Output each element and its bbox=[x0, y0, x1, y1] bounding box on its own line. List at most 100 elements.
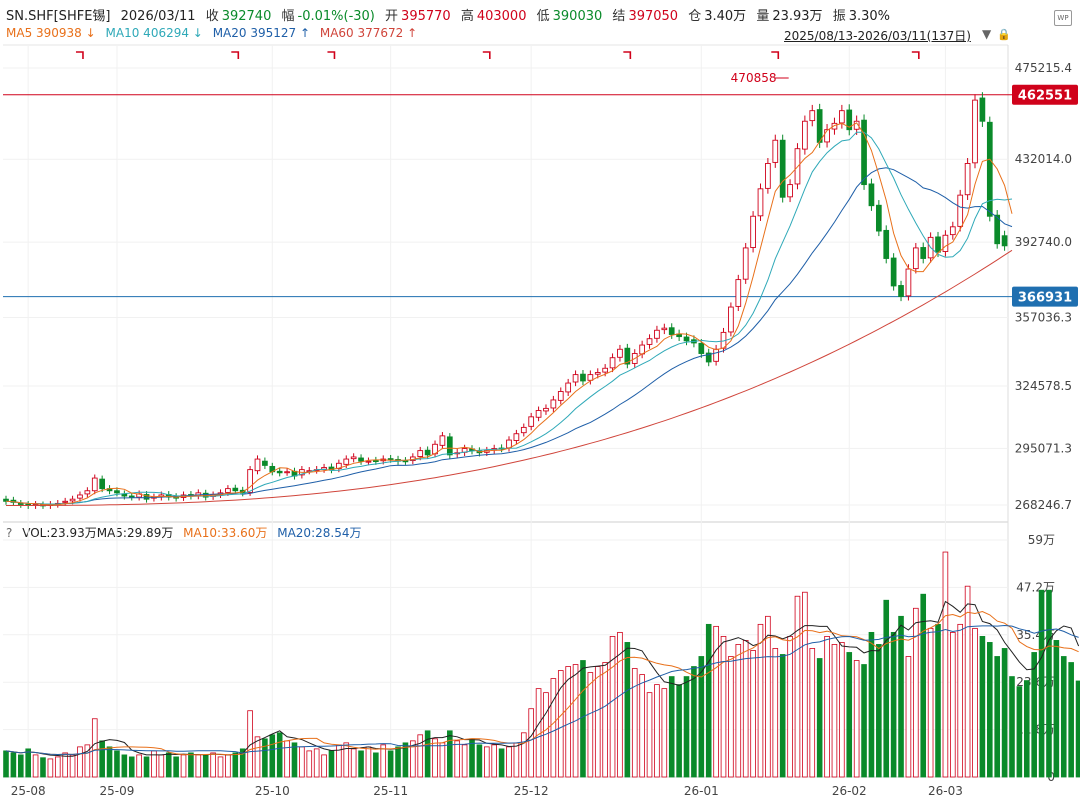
volume-bar bbox=[84, 744, 91, 778]
candle bbox=[883, 229, 890, 259]
candle bbox=[617, 348, 623, 358]
candle bbox=[587, 374, 594, 381]
price-tick-label: 324578.5 bbox=[1015, 379, 1072, 393]
volume-bar bbox=[1038, 589, 1045, 778]
date-tick-label: 26-02 bbox=[832, 784, 867, 798]
volume-bar bbox=[1075, 680, 1080, 778]
volume-bar bbox=[742, 640, 749, 778]
volume-bar bbox=[602, 662, 608, 778]
low-value: 390030 bbox=[552, 9, 603, 24]
volume-bar bbox=[676, 684, 682, 778]
candle bbox=[77, 494, 83, 499]
date-tick-label: 26-01 bbox=[684, 784, 719, 798]
volume-bar bbox=[380, 744, 387, 778]
volume-bar bbox=[787, 636, 793, 778]
volume-bar bbox=[772, 648, 779, 778]
candle bbox=[520, 426, 527, 434]
ma5-line bbox=[5, 122, 1013, 506]
volume-bar bbox=[173, 756, 179, 778]
candle bbox=[972, 99, 978, 164]
date-range-text: 2025/08/13-2026/03/11(137日) bbox=[784, 29, 971, 43]
lock-icon[interactable]: 🔒 bbox=[997, 28, 1011, 41]
volume-bar bbox=[979, 636, 986, 778]
volume-bar bbox=[32, 754, 39, 778]
date-range[interactable]: 2025/08/13-2026/03/11(137日) bbox=[784, 27, 971, 44]
volume-bar bbox=[373, 752, 379, 778]
volume-bar bbox=[794, 595, 801, 778]
volume-bar bbox=[646, 692, 653, 778]
volume-bar bbox=[1001, 648, 1008, 778]
candle bbox=[439, 435, 446, 446]
help-icon[interactable]: ? bbox=[6, 526, 13, 540]
volume-bar bbox=[950, 631, 956, 778]
candle bbox=[824, 129, 830, 143]
low-label: 低 bbox=[536, 9, 550, 24]
candle bbox=[757, 188, 764, 217]
volume-bar bbox=[624, 642, 631, 778]
candle bbox=[1001, 235, 1008, 247]
candle bbox=[668, 327, 675, 335]
price-tick-label: 295071.3 bbox=[1015, 441, 1072, 455]
chevron-down-icon[interactable]: ▼ bbox=[982, 27, 992, 41]
volume-bar bbox=[254, 736, 261, 778]
candle bbox=[528, 416, 535, 427]
candle bbox=[254, 458, 261, 472]
candle bbox=[772, 139, 779, 163]
volume-bar bbox=[565, 666, 571, 778]
ma20-line bbox=[5, 167, 1013, 505]
volume-bar bbox=[890, 631, 897, 778]
high-value: 403000 bbox=[476, 9, 527, 24]
volume-bar bbox=[513, 742, 520, 778]
vol-ma10-line bbox=[5, 610, 1079, 756]
volume-bar bbox=[239, 748, 246, 778]
volume-bar bbox=[343, 742, 350, 778]
price-tick-label: 475215.4 bbox=[1015, 61, 1072, 75]
candle bbox=[698, 342, 705, 354]
candle bbox=[424, 449, 431, 456]
candle bbox=[143, 494, 150, 500]
vol-legend-value: VOL:23.93万 bbox=[22, 526, 97, 540]
volume-bar bbox=[639, 674, 645, 778]
volume-bar bbox=[580, 660, 586, 778]
candle bbox=[875, 204, 882, 232]
volume-bar bbox=[972, 627, 978, 778]
candle bbox=[624, 347, 631, 365]
ma60-line bbox=[6, 249, 1013, 506]
candle bbox=[661, 327, 668, 331]
reference-label: 366931 bbox=[1018, 291, 1072, 306]
high-label: 高 bbox=[460, 9, 474, 24]
reference-label: 462551 bbox=[1018, 89, 1072, 104]
volume-bar bbox=[454, 740, 461, 778]
candle bbox=[912, 247, 919, 270]
volume-bar bbox=[631, 668, 638, 778]
volume-bar bbox=[269, 734, 276, 778]
date-tick-label: 25-08 bbox=[11, 784, 46, 798]
volume-bar bbox=[321, 754, 327, 778]
change-label: 幅 bbox=[281, 9, 295, 24]
open-value: 395770 bbox=[401, 9, 451, 24]
candle bbox=[114, 490, 120, 494]
candle bbox=[343, 458, 350, 465]
volume-bar bbox=[313, 748, 320, 778]
candle bbox=[750, 215, 756, 248]
candle bbox=[557, 391, 564, 401]
volume-bar bbox=[1016, 686, 1023, 778]
volume-bar bbox=[202, 754, 209, 778]
reference-label-box bbox=[1012, 286, 1078, 307]
volume-bar bbox=[668, 676, 675, 778]
candle bbox=[550, 399, 557, 409]
volume-bar bbox=[365, 746, 372, 778]
volume-bar bbox=[54, 756, 61, 778]
volume-bar bbox=[594, 666, 601, 778]
vol-label: 量 bbox=[756, 9, 770, 24]
candle bbox=[262, 460, 268, 466]
symbol-name: SN.SHF[SHFE锡] bbox=[6, 9, 111, 24]
volume-bar bbox=[520, 732, 527, 778]
volume-bar bbox=[3, 750, 9, 778]
ma-legend: MA5 390938 ↓ MA10 406294 ↓ MA20 395127 ↑… bbox=[6, 26, 423, 40]
candle bbox=[779, 139, 786, 198]
volume-bar bbox=[1060, 656, 1067, 778]
date-tick-label: 25-12 bbox=[514, 784, 549, 798]
volume-bar bbox=[484, 746, 490, 778]
